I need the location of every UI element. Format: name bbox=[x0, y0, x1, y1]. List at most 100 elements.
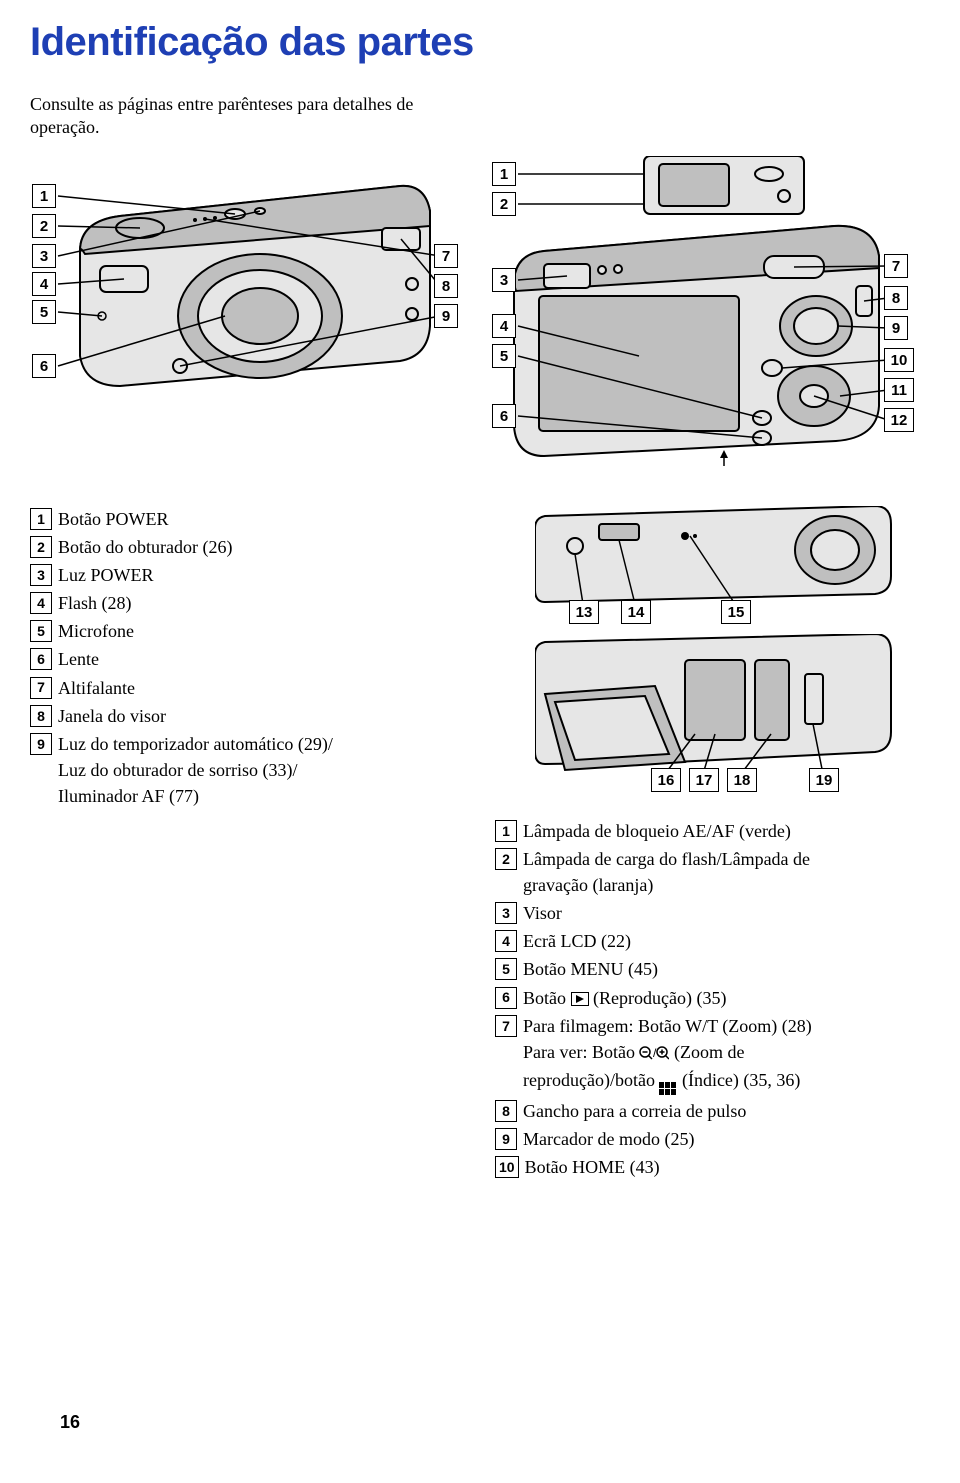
callout-back-9: 9 bbox=[884, 316, 908, 340]
callout-b2-18: 18 bbox=[727, 768, 757, 792]
callout-b2-16: 16 bbox=[651, 768, 681, 792]
callout-front-3: 3 bbox=[32, 244, 56, 268]
list-item: 10Botão HOME (43) bbox=[495, 1154, 930, 1180]
callout-back-11: 11 bbox=[884, 378, 914, 402]
diagram-bottom-2: 16 17 18 19 bbox=[535, 634, 895, 794]
num-box: 9 bbox=[30, 733, 52, 755]
back-parts-list: 1 Lâmpada de bloqueio AE/AF (verde) 2 Lâm… bbox=[495, 818, 930, 1180]
list-text: Iluminador AF (77) bbox=[58, 786, 199, 806]
callout-b2-17: 17 bbox=[689, 768, 719, 792]
list-item: 7 Para filmagem: Botão W/T (Zoom) (28) P… bbox=[495, 1013, 930, 1096]
num-box: 3 bbox=[30, 564, 52, 586]
list-text: Botão bbox=[523, 988, 571, 1008]
diagram-back: 1 2 3 4 5 6 7 8 9 10 11 12 bbox=[484, 156, 914, 476]
list-item: 6 Lente bbox=[30, 646, 465, 672]
callout-front-4: 4 bbox=[32, 272, 56, 296]
list-text: Ecrã LCD (22) bbox=[523, 928, 631, 954]
list-text: Gancho para a correia de pulso bbox=[523, 1098, 746, 1124]
index-icon bbox=[659, 1082, 677, 1096]
list-text: Luz POWER bbox=[58, 562, 153, 588]
diagram-front: 1 2 3 4 5 6 7 8 9 bbox=[30, 156, 460, 416]
list-item: 6 Botão (Reprodução) (35) bbox=[495, 985, 930, 1011]
list-item: 2 Lâmpada de carga do flash/Lâmpada de g… bbox=[495, 846, 930, 898]
content-columns: 1Botão POWER 2Botão do obturador (26) 3L… bbox=[30, 506, 930, 1182]
callout-back-12: 12 bbox=[884, 408, 914, 432]
intro-text: Consulte as páginas entre parênteses par… bbox=[30, 93, 430, 138]
list-item: 1 Botão POWER bbox=[30, 506, 465, 532]
callout-b1-13: 13 bbox=[569, 600, 599, 624]
num-box: 6 bbox=[30, 648, 52, 670]
camera-back-svg bbox=[484, 156, 914, 476]
list-item: 5 Botão MENU (45) bbox=[495, 956, 930, 982]
list-text: reprodução)/botão bbox=[523, 1070, 659, 1090]
list-item: 7Altifalante bbox=[30, 675, 465, 701]
num-box: 4 bbox=[495, 930, 517, 952]
zoom-out-in-icon: / bbox=[639, 1041, 669, 1067]
list-item: 9 Luz do temporizador automático (29)/ L… bbox=[30, 731, 465, 809]
callout-front-8: 8 bbox=[434, 274, 458, 298]
right-column: 13 14 15 16 17 18 19 bbox=[495, 506, 930, 1182]
callout-back-1: 1 bbox=[492, 162, 516, 186]
callout-back-7: 7 bbox=[884, 254, 908, 278]
list-text: Luz do temporizador automático (29)/ bbox=[58, 734, 333, 754]
camera-front-svg bbox=[30, 156, 460, 416]
list-text: Lente bbox=[58, 646, 99, 672]
list-item: 1 Lâmpada de bloqueio AE/AF (verde) bbox=[495, 818, 930, 844]
list-text: Lâmpada de carga do flash/Lâmpada de bbox=[523, 849, 810, 869]
list-text: gravação (laranja) bbox=[523, 875, 653, 895]
play-icon bbox=[571, 992, 589, 1006]
callout-front-5: 5 bbox=[32, 300, 56, 324]
diagram-bottom-1: 13 14 15 bbox=[535, 506, 895, 626]
num-box: 2 bbox=[495, 848, 517, 870]
list-text: Flash (28) bbox=[58, 590, 132, 616]
num-box: 8 bbox=[30, 705, 52, 727]
list-text: Lâmpada de bloqueio AE/AF (verde) bbox=[523, 818, 791, 844]
num-box: 5 bbox=[495, 958, 517, 980]
list-item: 4 Flash (28) bbox=[30, 590, 465, 616]
callout-back-4: 4 bbox=[492, 314, 516, 338]
page-number: 16 bbox=[60, 1412, 80, 1433]
list-item: 3 Luz POWER bbox=[30, 562, 465, 588]
num-box: 7 bbox=[30, 677, 52, 699]
left-column: 1Botão POWER 2Botão do obturador (26) 3L… bbox=[30, 506, 465, 1182]
list-item: 8Janela do visor bbox=[30, 703, 465, 729]
diagrams-row: 1 2 3 4 5 6 7 8 9 bbox=[30, 156, 930, 476]
list-text: Botão MENU (45) bbox=[523, 956, 658, 982]
num-box: 1 bbox=[30, 508, 52, 530]
list-item: 3 Visor bbox=[495, 900, 930, 926]
num-box: 9 bbox=[495, 1128, 517, 1150]
callout-back-6: 6 bbox=[492, 404, 516, 428]
list-text: Marcador de modo (25) bbox=[523, 1126, 694, 1152]
list-text: Visor bbox=[523, 900, 562, 926]
list-item: 5 Microfone bbox=[30, 618, 465, 644]
num-box: 3 bbox=[495, 902, 517, 924]
list-item: 4 Ecrã LCD (22) bbox=[495, 928, 930, 954]
list-text: Botão HOME (43) bbox=[525, 1154, 660, 1180]
page-title: Identificação das partes bbox=[30, 20, 930, 65]
list-text: (Reprodução) (35) bbox=[593, 988, 726, 1008]
list-text: Microfone bbox=[58, 618, 134, 644]
list-item: 9 Marcador de modo (25) bbox=[495, 1126, 930, 1152]
list-text: (Zoom de bbox=[674, 1042, 744, 1062]
list-text: Botão POWER bbox=[58, 506, 169, 532]
num-box: 5 bbox=[30, 620, 52, 642]
num-box: 4 bbox=[30, 592, 52, 614]
list-text: Luz do obturador de sorriso (33)/ bbox=[58, 760, 297, 780]
num-box: 1 bbox=[495, 820, 517, 842]
callout-back-3: 3 bbox=[492, 268, 516, 292]
list-item: 8 Gancho para a correia de pulso bbox=[495, 1098, 930, 1124]
callout-front-9: 9 bbox=[434, 304, 458, 328]
list-text: Para filmagem: Botão W/T (Zoom) (28) bbox=[523, 1016, 812, 1036]
callout-back-5: 5 bbox=[492, 344, 516, 368]
front-parts-list: 1Botão POWER 2Botão do obturador (26) 3L… bbox=[30, 506, 465, 809]
list-text: Botão do obturador (26) bbox=[58, 534, 232, 560]
callout-b2-19: 19 bbox=[809, 768, 839, 792]
num-box: 8 bbox=[495, 1100, 517, 1122]
list-text: (Índice) (35, 36) bbox=[682, 1070, 800, 1090]
callout-front-1: 1 bbox=[32, 184, 56, 208]
callout-back-10: 10 bbox=[884, 348, 914, 372]
list-text: Para ver: Botão bbox=[523, 1042, 639, 1062]
num-box: 2 bbox=[30, 536, 52, 558]
num-box: 7 bbox=[495, 1015, 517, 1037]
callout-back-2: 2 bbox=[492, 192, 516, 216]
